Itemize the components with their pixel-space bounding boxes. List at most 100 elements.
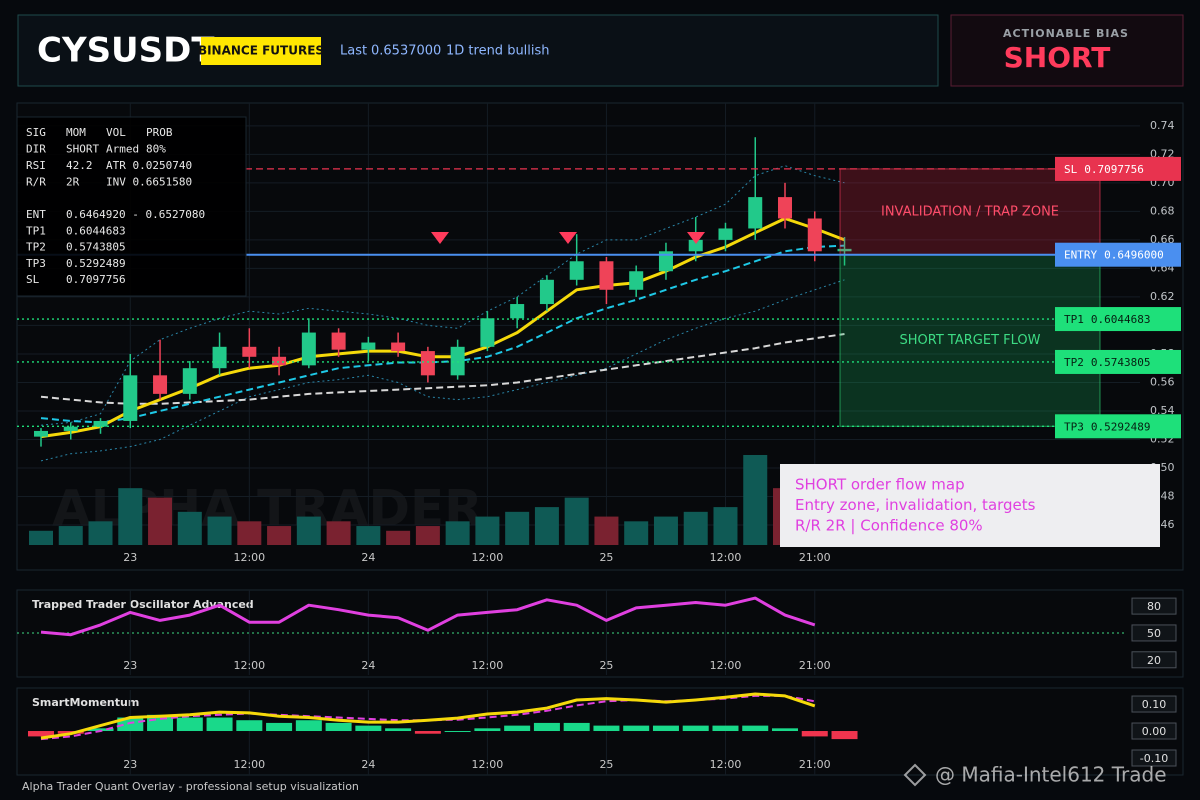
bias-panel bbox=[950, 14, 1184, 87]
volume-bar bbox=[594, 516, 619, 545]
candle-body bbox=[748, 197, 763, 229]
level-price: 0.6044683 bbox=[1091, 313, 1151, 326]
level-tag bbox=[1055, 307, 1181, 332]
volume-bar bbox=[356, 526, 381, 545]
volume-bar bbox=[564, 497, 589, 545]
info-level: SL bbox=[26, 273, 40, 286]
volume-bar bbox=[237, 521, 262, 545]
momentum-bar bbox=[682, 725, 709, 732]
level-price: 0.5292489 bbox=[1091, 420, 1151, 433]
y-tick-label: 0.10 bbox=[1142, 698, 1167, 711]
level-name: TP3 bbox=[1064, 420, 1084, 433]
info-level: 0.5292489 bbox=[66, 257, 126, 270]
y-tick-box bbox=[1131, 695, 1177, 713]
signal-marker bbox=[431, 232, 449, 244]
level-tag bbox=[1055, 349, 1181, 374]
indicator-line bbox=[40, 217, 846, 439]
y-tick-box bbox=[1131, 624, 1177, 642]
info-level: 0.6464920 - 0.6527080 bbox=[66, 208, 205, 221]
momentum-bar bbox=[593, 725, 620, 732]
candle-body bbox=[391, 342, 406, 352]
momentum-bar bbox=[563, 722, 590, 732]
volume-bar bbox=[326, 521, 351, 545]
x-tick-label: 12:00 bbox=[233, 758, 265, 771]
info-table: SIG MOM VOL PROB DIR SHORT Armed 80% RSI 42.2 ATR … bbox=[26, 126, 205, 286]
y-tick-label: 50 bbox=[1147, 627, 1161, 640]
candle-body bbox=[272, 356, 287, 366]
volume-bar bbox=[475, 516, 500, 545]
info-cell: SHORT bbox=[66, 143, 99, 156]
momentum-bar bbox=[355, 725, 382, 732]
momentum-bar bbox=[772, 728, 798, 732]
info-level: TP1 bbox=[26, 224, 46, 237]
info-level: ENT bbox=[26, 208, 46, 221]
level-tag bbox=[1055, 156, 1181, 181]
momentum-bar bbox=[176, 717, 203, 732]
volume-bar bbox=[29, 530, 53, 545]
candle-body bbox=[539, 279, 554, 305]
candle-body bbox=[420, 351, 435, 376]
candle-body bbox=[837, 248, 852, 252]
candle-body bbox=[182, 368, 197, 394]
candle-body bbox=[34, 430, 48, 437]
momentum-bar bbox=[87, 728, 114, 732]
y-tick-box bbox=[1131, 722, 1177, 740]
level-tag bbox=[1055, 414, 1181, 439]
momentum-bar bbox=[206, 717, 233, 732]
momentum-bar bbox=[385, 728, 412, 732]
x-tick-label: 23 bbox=[123, 551, 137, 564]
volume-bar bbox=[58, 526, 83, 545]
last-label: Last bbox=[340, 44, 367, 59]
candle-body bbox=[212, 346, 227, 369]
y-tick-label: 80 bbox=[1147, 600, 1161, 613]
x-tick-label: 12:00 bbox=[233, 659, 265, 672]
info-cell: R/R bbox=[26, 176, 46, 189]
info-cell: Armed bbox=[106, 143, 139, 156]
x-tick-label: 24 bbox=[361, 659, 375, 672]
trend: 1D trend bullish bbox=[446, 44, 550, 59]
indicator-line bbox=[40, 279, 845, 462]
candle-body bbox=[778, 197, 792, 219]
volume-bar bbox=[683, 511, 708, 545]
candle-body bbox=[361, 342, 376, 350]
momentum-bar bbox=[801, 731, 828, 737]
candle-body bbox=[331, 332, 346, 350]
y-tick-box bbox=[1131, 749, 1177, 767]
level-label: TP1 0.6044683 bbox=[1064, 313, 1150, 326]
momentum-bar bbox=[623, 725, 650, 732]
candle-body bbox=[93, 420, 108, 427]
volume-bar bbox=[118, 488, 143, 545]
y-tick-label: 0.62 bbox=[1150, 290, 1175, 303]
momentum-bar bbox=[325, 722, 352, 732]
x-tick-label: 25 bbox=[599, 551, 613, 564]
y-tick-box bbox=[1131, 651, 1177, 669]
last-price: 0.6537000 bbox=[371, 44, 441, 59]
x-tick-label: 25 bbox=[599, 659, 613, 672]
momentum-bar bbox=[117, 717, 144, 732]
info-cell: DIR bbox=[26, 143, 46, 156]
volume-bar bbox=[415, 526, 440, 545]
info-level: 0.6044683 bbox=[66, 224, 126, 237]
volume-bar bbox=[713, 507, 738, 545]
y-tick-label: 0.74 bbox=[1150, 119, 1175, 132]
info-cell: MOM bbox=[66, 126, 86, 139]
candle-body bbox=[63, 426, 78, 431]
zone-label: SHORT TARGET FLOW bbox=[900, 333, 1041, 348]
indicator-line bbox=[40, 165, 845, 426]
level-name: ENTRY bbox=[1064, 249, 1097, 262]
y-tick-label: 0.00 bbox=[1142, 725, 1167, 738]
info-cell: 80% bbox=[146, 143, 166, 156]
volume-bar bbox=[207, 516, 232, 545]
info-cell: 42.2 bbox=[66, 159, 93, 172]
candle-body bbox=[480, 318, 495, 347]
panel-title: SmartMomentum bbox=[32, 696, 139, 709]
signal-marker bbox=[687, 232, 705, 244]
y-tick-label: -0.10 bbox=[1140, 752, 1168, 765]
x-tick-label: 21:00 bbox=[799, 758, 831, 771]
info-cell: 2R bbox=[66, 176, 80, 189]
x-tick-label: 12:00 bbox=[472, 758, 504, 771]
note-line: R/R 2R | Confidence 80% bbox=[795, 517, 983, 535]
candle-body bbox=[510, 304, 525, 319]
candle-body bbox=[153, 375, 168, 394]
level-label: SL 0.7097756 bbox=[1064, 163, 1144, 176]
